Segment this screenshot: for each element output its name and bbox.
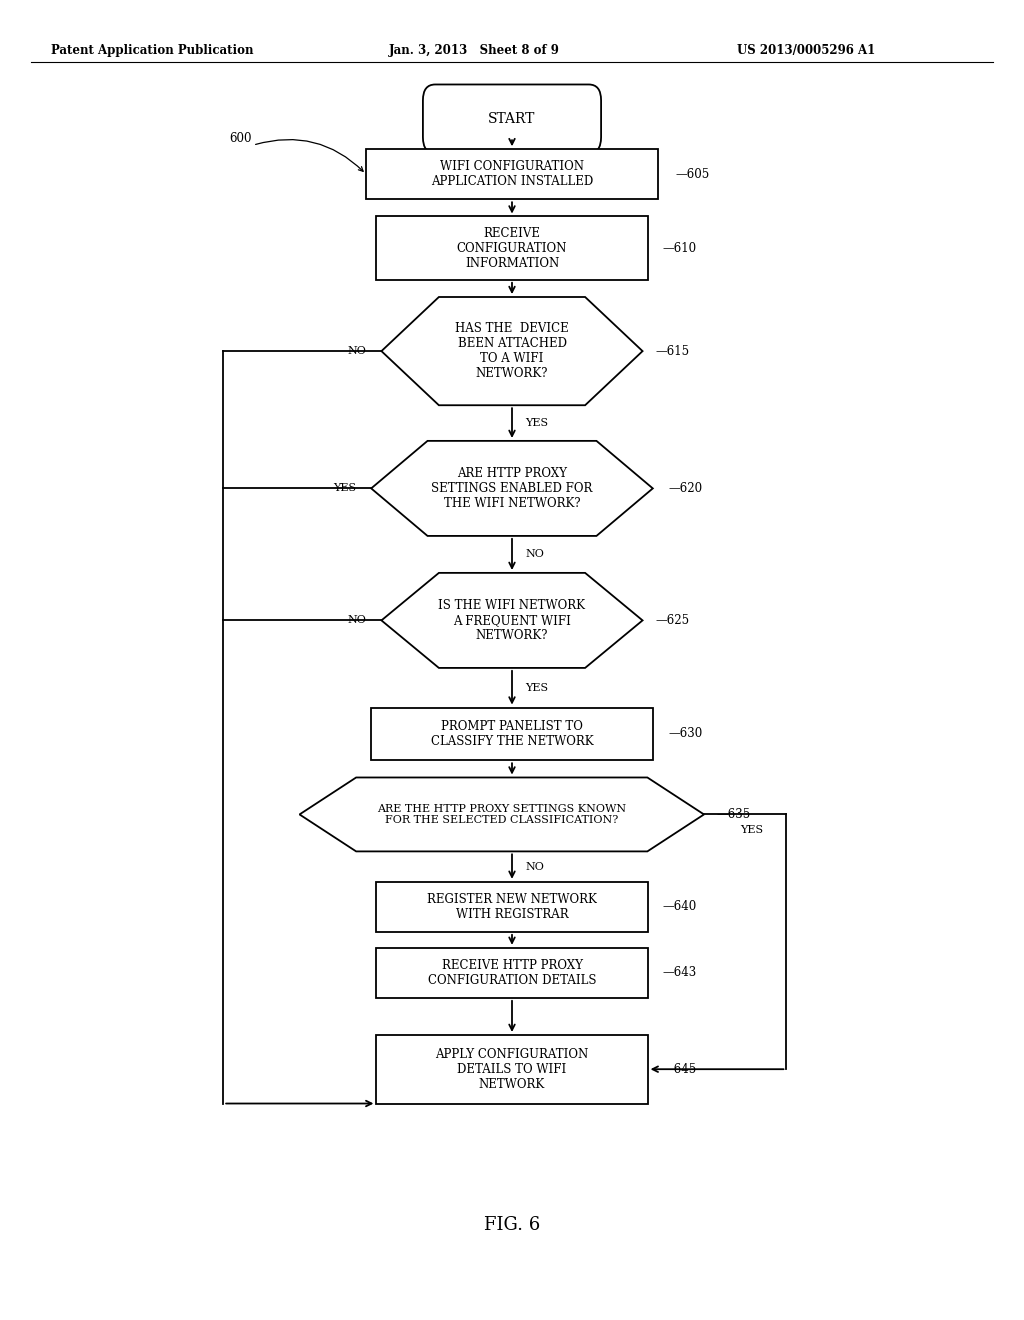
Bar <box>377 1035 648 1104</box>
Text: YES: YES <box>740 825 764 836</box>
Text: —640: —640 <box>663 900 696 913</box>
Polygon shape <box>381 573 643 668</box>
Bar <box>367 149 658 199</box>
Polygon shape <box>371 441 653 536</box>
Text: Jan. 3, 2013   Sheet 8 of 9: Jan. 3, 2013 Sheet 8 of 9 <box>389 44 560 57</box>
Bar <box>377 948 648 998</box>
Text: —620: —620 <box>669 482 702 495</box>
Text: FIG. 6: FIG. 6 <box>484 1216 540 1234</box>
Bar <box>377 216 648 280</box>
Text: YES: YES <box>333 483 356 494</box>
FancyBboxPatch shape <box>423 84 601 153</box>
Text: —635: —635 <box>717 808 751 821</box>
Text: NO: NO <box>525 549 544 560</box>
Text: RECEIVE HTTP PROXY
CONFIGURATION DETAILS: RECEIVE HTTP PROXY CONFIGURATION DETAILS <box>428 958 596 987</box>
Text: —643: —643 <box>663 966 696 979</box>
Text: —630: —630 <box>669 727 702 741</box>
Text: —610: —610 <box>663 242 696 255</box>
Bar <box>377 882 648 932</box>
Text: —625: —625 <box>655 614 689 627</box>
Text: 600: 600 <box>229 132 252 145</box>
Text: —605: —605 <box>676 168 710 181</box>
Polygon shape <box>381 297 643 405</box>
Text: YES: YES <box>525 682 549 693</box>
Text: WIFI CONFIGURATION
APPLICATION INSTALLED: WIFI CONFIGURATION APPLICATION INSTALLED <box>431 160 593 189</box>
Text: NO: NO <box>525 862 544 871</box>
Text: HAS THE  DEVICE
BEEN ATTACHED
TO A WIFI
NETWORK?: HAS THE DEVICE BEEN ATTACHED TO A WIFI N… <box>455 322 569 380</box>
Text: ARE THE HTTP PROXY SETTINGS KNOWN
FOR THE SELECTED CLASSIFICATION?: ARE THE HTTP PROXY SETTINGS KNOWN FOR TH… <box>377 804 627 825</box>
Text: —645: —645 <box>663 1063 696 1076</box>
Text: Patent Application Publication: Patent Application Publication <box>51 44 254 57</box>
Text: APPLY CONFIGURATION
DETAILS TO WIFI
NETWORK: APPLY CONFIGURATION DETAILS TO WIFI NETW… <box>435 1048 589 1090</box>
Bar <box>371 708 653 760</box>
Text: IS THE WIFI NETWORK
A FREQUENT WIFI
NETWORK?: IS THE WIFI NETWORK A FREQUENT WIFI NETW… <box>438 599 586 642</box>
Text: NO: NO <box>347 615 367 626</box>
Text: YES: YES <box>525 418 549 428</box>
Text: START: START <box>488 112 536 125</box>
Text: PROMPT PANELIST TO
CLASSIFY THE NETWORK: PROMPT PANELIST TO CLASSIFY THE NETWORK <box>431 719 593 748</box>
Text: —615: —615 <box>655 345 689 358</box>
Text: US 2013/0005296 A1: US 2013/0005296 A1 <box>737 44 876 57</box>
Text: NO: NO <box>347 346 367 356</box>
Text: ARE HTTP PROXY
SETTINGS ENABLED FOR
THE WIFI NETWORK?: ARE HTTP PROXY SETTINGS ENABLED FOR THE … <box>431 467 593 510</box>
Polygon shape <box>299 777 705 851</box>
Text: REGISTER NEW NETWORK
WITH REGISTRAR: REGISTER NEW NETWORK WITH REGISTRAR <box>427 892 597 921</box>
Text: RECEIVE
CONFIGURATION
INFORMATION: RECEIVE CONFIGURATION INFORMATION <box>457 227 567 269</box>
